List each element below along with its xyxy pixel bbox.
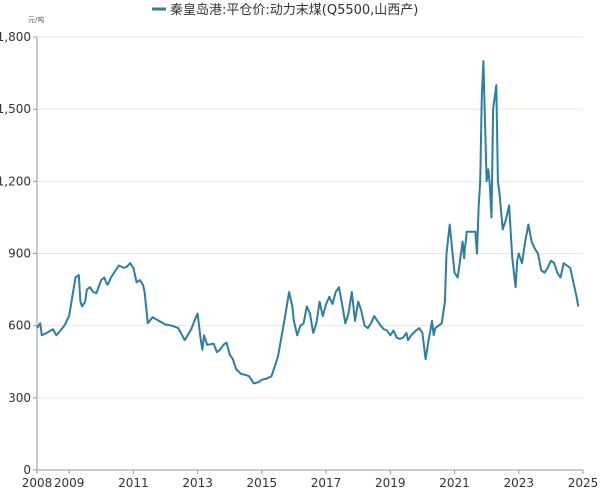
x-axis: 2008 2009 2011 2013 2015 2017 2019 2021 2023 2025 <box>22 469 599 490</box>
y-tick-label: 300 <box>8 391 31 405</box>
x-tick-label: 2009 <box>54 476 85 490</box>
x-tick-label: 2023 <box>503 476 534 490</box>
gridlines <box>37 36 583 399</box>
x-tick-label: 2011 <box>118 476 149 490</box>
legend[interactable]: 秦皇岛港:平仓价:动力末煤(Q5500,山西产) <box>152 2 418 18</box>
y-axis-unit: 元/吨 <box>28 15 44 24</box>
series-line <box>36 60 580 385</box>
y-tick-label: 900 <box>8 247 31 261</box>
plot-area <box>36 60 580 385</box>
x-tick-label: 2025 <box>568 476 599 490</box>
y-tick-label: 0 <box>23 463 31 477</box>
x-tick-label: 2008 <box>22 476 53 490</box>
y-tick-label: 1,200 <box>0 174 31 188</box>
x-tick-label: 2013 <box>182 476 213 490</box>
legend-label: 秦皇岛港:平仓价:动力末煤(Q5500,山西产) <box>170 2 418 18</box>
x-tick-label: 2019 <box>375 476 406 490</box>
x-tick-label: 2021 <box>439 476 470 490</box>
y-tick-label: 1,500 <box>0 102 31 116</box>
y-tick-label: 1,800 <box>0 30 31 44</box>
y-axis: 0 300 600 900 1,200 1,500 1,800 <box>0 30 38 477</box>
x-tick-label: 2015 <box>247 476 278 490</box>
x-tick-label: 2017 <box>311 476 342 490</box>
y-tick-label: 600 <box>8 319 31 333</box>
